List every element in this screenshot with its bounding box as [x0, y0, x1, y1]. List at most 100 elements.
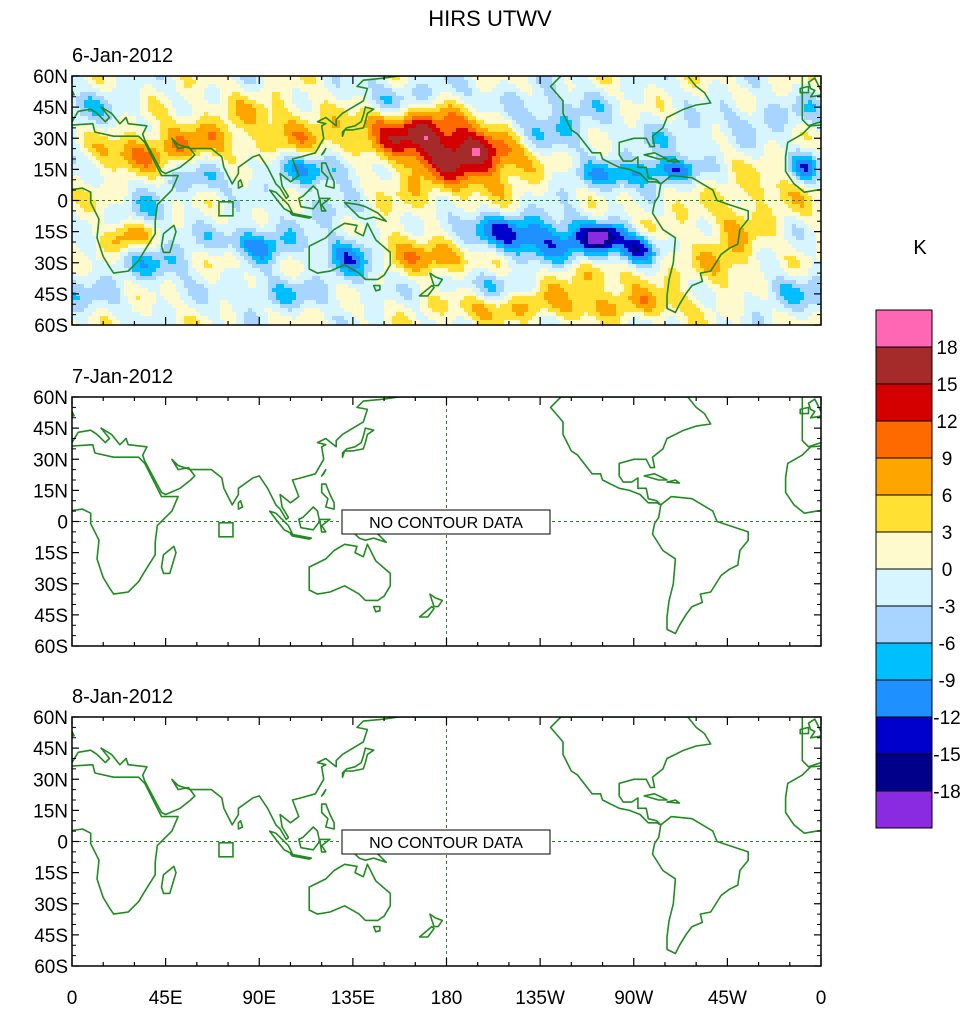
colorbar-box: [876, 532, 932, 569]
coastline: [667, 800, 680, 803]
coastline: [374, 927, 380, 932]
colorbar-level-label: -3: [939, 597, 956, 618]
lat-tick-label: 15S: [34, 864, 68, 885]
colorbar-level-label: 18: [936, 338, 957, 359]
lat-tick-label: 15N: [33, 801, 68, 822]
coastline: [717, 64, 738, 77]
coastline: [238, 501, 242, 509]
colorbar-box: [876, 458, 932, 495]
coastline: [309, 544, 390, 600]
colorbar-labels: 18 15 12 9 6 3 0 -3 -6 -9 -12 -15 -18: [933, 338, 960, 803]
coastline: [162, 866, 177, 893]
lat-tick-label: 45N: [33, 419, 68, 440]
lat-tick-label: 60N: [33, 388, 68, 409]
coastline: [644, 474, 667, 480]
coastline: [270, 511, 293, 534]
coastline: [717, 705, 738, 718]
coastline: [309, 864, 390, 920]
lat-tick-label: 45N: [33, 98, 68, 119]
lat-tick-label: 60S: [34, 316, 68, 337]
lat-tick-label: 45S: [34, 606, 68, 627]
island-box: [219, 523, 233, 537]
coastline: [291, 534, 312, 539]
lat-tick-label: 60S: [34, 637, 68, 658]
lat-tick-label: 0: [57, 192, 68, 213]
map-panel-3: 8-Jan-2012 NO CONTOUR DATA 60N 45N 30N 15N 0…: [0, 686, 980, 978]
lat-tick-label: 60S: [34, 957, 68, 978]
colorbar-level-label: -6: [939, 634, 956, 655]
coastline: [551, 717, 711, 825]
lat-tick-label: 15N: [33, 481, 68, 502]
colorbar-level-label: 15: [936, 375, 957, 396]
colorbar-level-label: -9: [939, 671, 956, 692]
figure-title: HIRS UTWV: [428, 6, 552, 31]
coastline: [270, 831, 293, 854]
colorbar-box: [876, 791, 932, 828]
colorbar-boxes: [876, 310, 932, 828]
lat-tick-label: 0: [57, 833, 68, 854]
colorbar-unit: K: [913, 237, 927, 259]
lat-tick-label: 60N: [33, 708, 68, 729]
contour-field-1: [72, 76, 825, 329]
lat-tick-label: 30S: [34, 575, 68, 596]
coastline: [800, 407, 808, 413]
coastline: [653, 817, 749, 954]
lat-tick-label: 30S: [34, 895, 68, 916]
lon-tick-label: 90E: [242, 988, 276, 1009]
colorbar-box: [876, 680, 932, 717]
coastline: [162, 546, 177, 573]
coastline: [299, 507, 320, 530]
colorbar-level-label: 3: [942, 523, 953, 544]
coastline: [322, 484, 334, 509]
lat-tick-label: 45N: [33, 739, 68, 760]
lat-tick-label: 30N: [33, 770, 68, 791]
coastline: [551, 397, 711, 505]
colorbar-box: [876, 717, 932, 754]
colorbar-box: [876, 606, 932, 643]
colorbar-level-label: 6: [942, 486, 953, 507]
lon-tick-label: 45W: [708, 988, 747, 1009]
lat-tick-label: 30N: [33, 450, 68, 471]
lon-tick-label: 0: [67, 988, 78, 1009]
lat-tick-label: 15S: [34, 544, 68, 565]
coastline: [238, 821, 242, 829]
coastline: [430, 594, 442, 607]
lon-tick-label: 90W: [614, 988, 653, 1009]
colorbar-level-label: 0: [942, 560, 953, 581]
colorbar-box: [876, 384, 932, 421]
panel-date-2: 7-Jan-2012: [72, 366, 173, 388]
colorbar-level-label: 12: [936, 412, 957, 433]
lat-tick-label: 45S: [34, 926, 68, 947]
coastline: [322, 470, 326, 476]
map-panel-1: 6-Jan-2012 60N 45N 30N 15N 0 15S 30S 45S 60S: [0, 45, 980, 337]
lon-tick-label: 135E: [331, 988, 375, 1009]
lon-tick-label: 180: [431, 988, 463, 1009]
coastline: [667, 480, 680, 483]
coastline: [374, 607, 380, 612]
coastline: [53, 696, 446, 839]
panel-date-1: 6-Jan-2012: [72, 45, 173, 67]
lon-tick-label: 0: [816, 988, 827, 1009]
no-data-label-2: NO CONTOUR DATA: [342, 510, 550, 534]
lon-axis: 0 45E 90E 135E 180 135W 90W 45W 0: [67, 988, 827, 1009]
figure: HIRS UTWV 6-Jan-2012 60N 45N 30N 15N 0 15S 30S…: [0, 0, 980, 1014]
colorbar-level-label: -12: [933, 708, 960, 729]
island-box: [219, 843, 233, 857]
colorbar-level-label: 9: [942, 449, 953, 470]
colorbar-level-label: -18: [933, 782, 960, 803]
coastline: [430, 914, 442, 927]
colorbar-box: [876, 347, 932, 384]
no-data-label-3: NO CONTOUR DATA: [342, 830, 550, 854]
coastlines-2: [0, 376, 980, 633]
coastline: [291, 854, 312, 859]
lat-tick-label: 30S: [34, 254, 68, 275]
coastline: [717, 385, 738, 397]
coastline: [322, 804, 334, 829]
colorbar-box: [876, 569, 932, 606]
colorbar-box: [876, 421, 932, 458]
lon-tick-label: 135W: [515, 988, 565, 1009]
lon-tick-label: 45E: [149, 988, 183, 1009]
colorbar-box: [876, 754, 932, 791]
lat-tick-label: 15S: [34, 223, 68, 244]
colorbar-box: [876, 495, 932, 532]
